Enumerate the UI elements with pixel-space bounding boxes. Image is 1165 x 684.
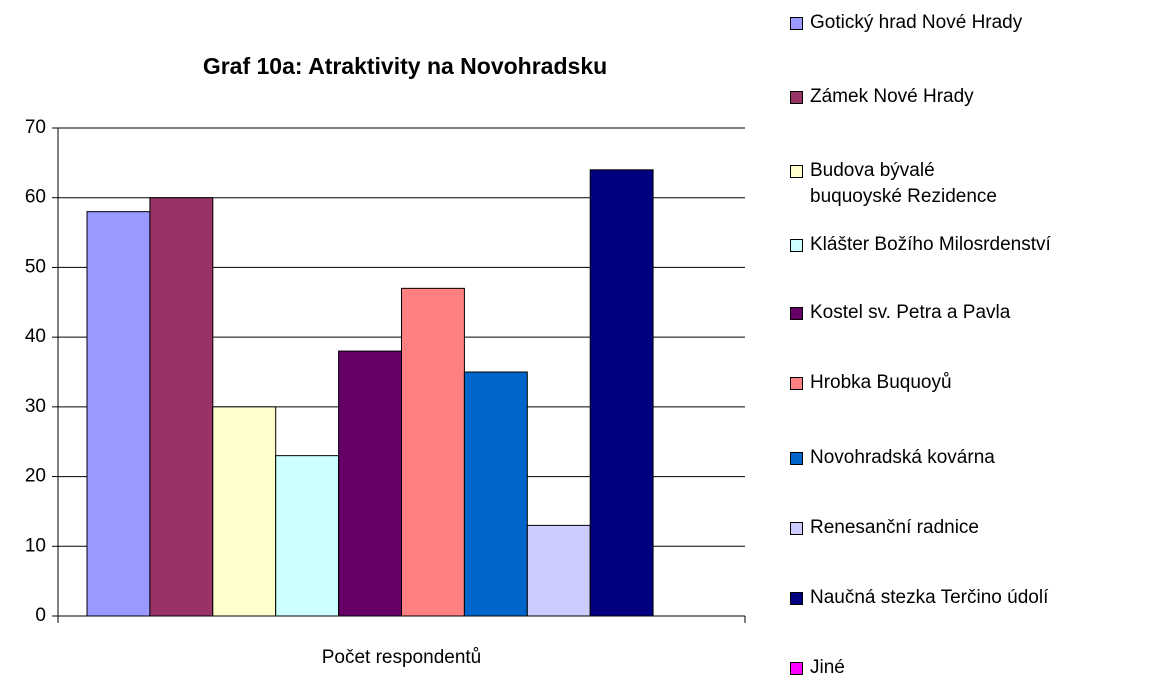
legend-item: Budova bývalé buquoyské Rezidence — [790, 158, 1010, 210]
legend-label: Jiné — [810, 657, 845, 678]
bar — [86, 211, 151, 617]
y-tick-label: 30 — [25, 396, 46, 417]
legend-swatch — [790, 377, 803, 390]
legend-label: Naučná stezka Terčino údolí — [810, 587, 1049, 608]
y-tick-label: 0 — [35, 605, 46, 626]
legend-swatch — [790, 662, 803, 675]
y-tick-label: 40 — [25, 326, 46, 347]
legend-label: Klášter Božího Milosrdenství — [810, 234, 1051, 255]
y-tick-label: 70 — [25, 117, 46, 138]
legend-item: Kostel sv. Petra a Pavla — [790, 300, 1010, 326]
chart-title: Graf 10a: Atraktivity na Novohradsku — [203, 53, 607, 79]
legend-swatch — [790, 239, 803, 252]
legend-label: Kostel sv. Petra a Pavla — [810, 302, 1011, 323]
bar — [589, 169, 654, 617]
legend-item: Jiné — [790, 655, 845, 681]
y-tick-label: 20 — [25, 466, 46, 487]
legend-swatch — [790, 592, 803, 605]
legend-label: Novohradská kovárna — [810, 447, 995, 468]
legend-label: Zámek Nové Hrady — [810, 86, 974, 107]
legend-label: Gotický hrad Nové Hrady — [810, 12, 1023, 33]
bar — [463, 371, 528, 617]
x-tick-label: Počet respondentů — [322, 647, 482, 668]
legend-swatch — [790, 91, 803, 104]
legend-item: Hrobka Buquoyů — [790, 370, 952, 396]
legend-swatch — [790, 307, 803, 320]
legend-swatch — [790, 17, 803, 30]
legend-label: Budova bývalé buquoyské Rezidence — [810, 160, 997, 207]
y-tick-label: 50 — [25, 256, 46, 277]
y-tick-label: 10 — [25, 535, 46, 556]
legend-item: Klášter Božího Milosrdenství — [790, 232, 1051, 258]
legend-item: Naučná stezka Terčino údolí — [790, 585, 1048, 611]
legend-item: Zámek Nové Hrady — [790, 84, 974, 110]
legend-item: Novohradská kovárna — [790, 445, 995, 471]
y-tick-label: 60 — [25, 187, 46, 208]
legend-swatch — [790, 165, 803, 178]
bar — [149, 197, 214, 617]
legend-label: Hrobka Buquoyů — [810, 372, 952, 393]
bar — [401, 287, 465, 617]
legend-item: Renesanční radnice — [790, 515, 979, 541]
legend-label: Renesanční radnice — [810, 517, 979, 538]
legend-swatch — [790, 522, 803, 535]
bar — [526, 524, 591, 617]
legend-swatch — [790, 452, 803, 465]
bar — [212, 406, 277, 617]
bar — [338, 350, 403, 617]
bar — [275, 455, 340, 617]
legend-item: Gotický hrad Nové Hrady — [790, 10, 1022, 36]
